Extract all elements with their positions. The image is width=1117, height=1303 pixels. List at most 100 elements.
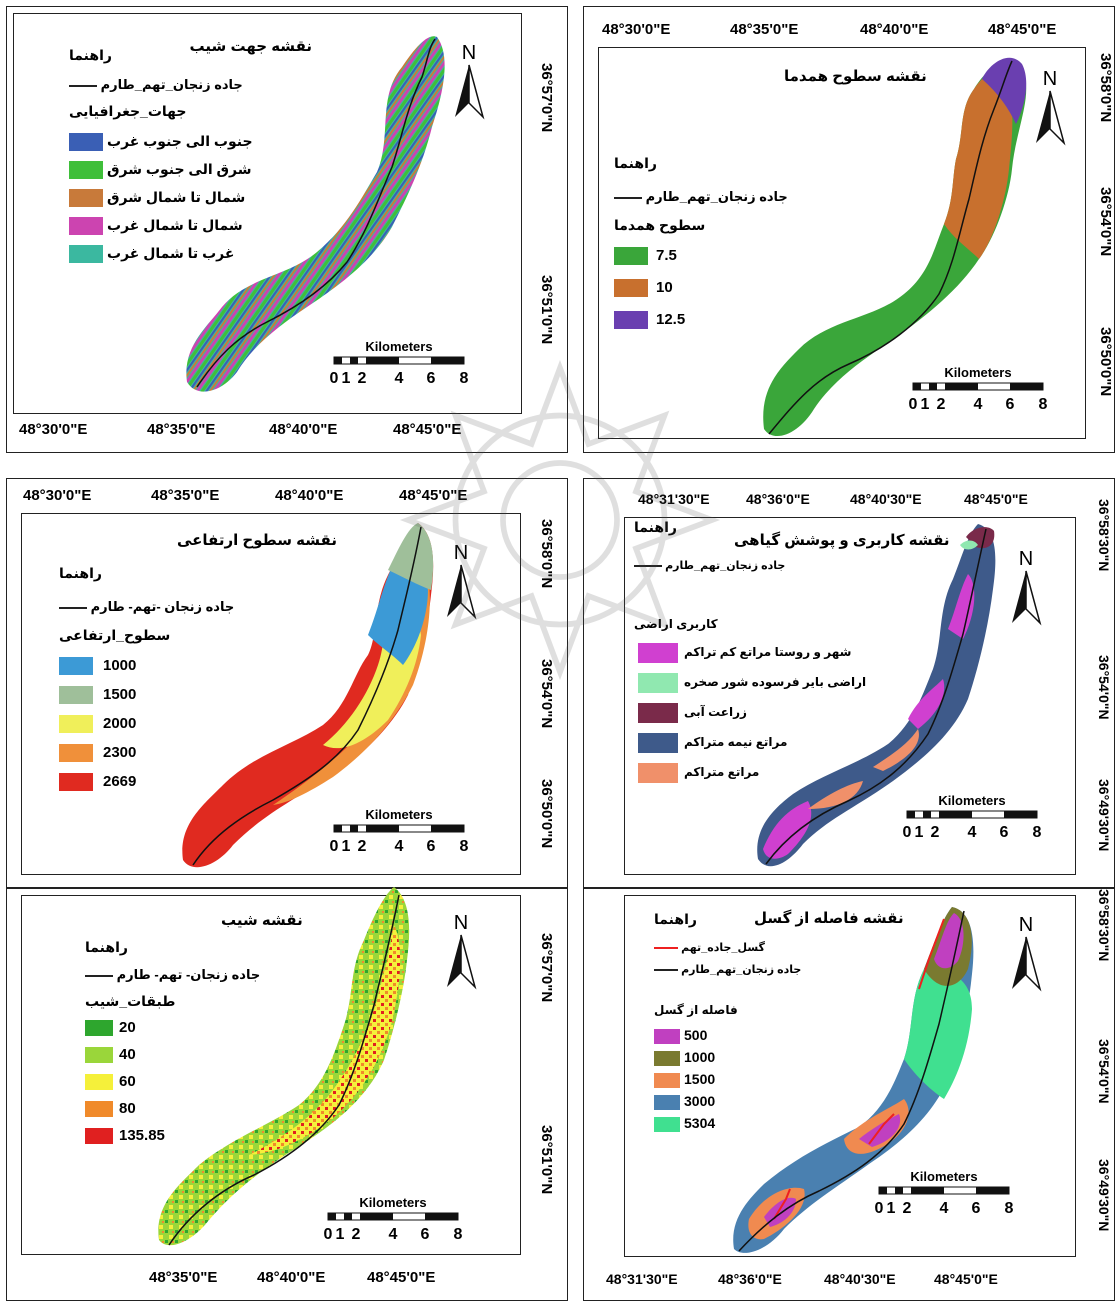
map-title: نقشه شیب [221, 912, 303, 929]
aspect-map-panel: نقشه جهت شیب راهنما جاده زنجان_تهم_طارم … [6, 6, 568, 453]
scale-unit-label: Kilometers [365, 807, 432, 822]
north-arrow-icon: N [1036, 68, 1066, 146]
map-frame [624, 895, 1076, 1257]
north-arrow-label: N [454, 912, 468, 934]
road-line-symbol [69, 84, 97, 87]
legend-label: شمال تا شمال غرب [107, 217, 243, 233]
north-arrow-label: N [1043, 68, 1057, 90]
y-tick-label: 36°57'0"N [538, 63, 555, 133]
scale-tick-label: 8 [454, 1226, 463, 1243]
y-tick-label: 36°54'0"N [1096, 655, 1112, 720]
x-tick-label: 48°35'0"E [149, 1269, 218, 1286]
scale-bar: Kilometers 0 1 2 4 6 8 [875, 1169, 1014, 1217]
study-area-map [733, 907, 974, 1253]
road-legend: جاده زنجان- تهم- طارم [85, 967, 260, 983]
legend-swatch [654, 1095, 680, 1110]
legend-swatch [654, 1029, 680, 1044]
legend-label: 1500 [684, 1071, 716, 1087]
y-tick-label: 36°49'30"N [1096, 779, 1112, 852]
x-tick-label: 48°36'0"E [746, 491, 810, 507]
legend-label: اراضی بایر فرسوده شور صخره [684, 675, 867, 689]
legend-label: 1000 [684, 1049, 716, 1065]
north-arrow-icon: N [1012, 914, 1042, 992]
legend-label: 20 [119, 1019, 136, 1036]
legend-swatch [69, 133, 103, 151]
scale-tick-label: 1 [915, 824, 924, 841]
scale-tick-label: 6 [1006, 396, 1015, 413]
scale-bar: Kilometers 0 1 2 4 6 8 [330, 339, 469, 387]
map-frame [624, 517, 1076, 875]
legend-swatch [614, 279, 648, 297]
slope-map-panel: نقشه شیب راهنما جاده زنجان- تهم- طارم طب… [6, 887, 568, 1301]
road-legend: جاده زنجان_تهم_طارم [614, 189, 788, 205]
scale-tick-label: 1 [921, 396, 930, 413]
legend-swatch [85, 1074, 113, 1090]
road-legend: جاده زنجان -تهم- طارم [59, 599, 234, 615]
y-tick-label: 36°57'0"N [538, 933, 555, 1003]
road-legend-label: جاده زنجان- تهم- طارم [116, 967, 261, 982]
x-tick-label: 48°35'0"E [147, 421, 216, 438]
north-arrow-icon: N [455, 42, 485, 120]
scale-tick-label: 4 [940, 1200, 949, 1217]
scale-tick-label: 8 [1039, 396, 1048, 413]
legend-heading: راهنما [654, 911, 697, 927]
legend-swatch [654, 1051, 680, 1066]
scale-bar: Kilometers 0 1 2 4 6 8 [903, 793, 1042, 841]
legend-swatch [614, 247, 648, 265]
legend-class-heading: کاربری اراضی [634, 617, 718, 631]
map-frame [21, 513, 521, 875]
legend-label: مراتع نیمه متراکم [684, 735, 788, 749]
scale-tick-label: 4 [395, 838, 404, 855]
x-tick-label: 48°45'0"E [964, 491, 1028, 507]
y-tick-label: 36°50'0"N [538, 779, 555, 849]
x-tick-label: 48°30'0"E [19, 421, 88, 438]
legend-heading: راهنما [614, 155, 657, 171]
legend-label: 2000 [103, 715, 137, 732]
legend-swatch [638, 763, 678, 783]
road-line-symbol [85, 974, 113, 977]
y-tick-label: 36°54'0"N [1097, 187, 1114, 257]
road-line-symbol [654, 969, 678, 972]
north-arrow-icon: N [1012, 548, 1042, 626]
road-line-symbol [59, 606, 87, 609]
map-frame [21, 895, 521, 1255]
legend-label: جنوب الی جنوب غرب [107, 133, 253, 149]
road-legend-label: جاده زنجان_تهم_طارم [681, 964, 802, 976]
scale-tick-label: 8 [460, 370, 469, 387]
x-tick-label: 48°40'30"E [850, 491, 922, 507]
legend-swatch [59, 715, 93, 733]
isotherm-map-panel: نقشه سطوح همدما راهنما جاده زنجان_تهم_طا… [583, 6, 1115, 453]
x-tick-label: 48°36'0"E [718, 1271, 782, 1287]
x-tick-label: 48°31'30"E [606, 1271, 678, 1287]
road-line-symbol [634, 565, 662, 568]
scale-tick-label: 1 [342, 838, 351, 855]
north-arrow-label: N [1019, 548, 1033, 570]
scale-tick-label: 6 [972, 1200, 981, 1217]
x-tick-label: 48°35'0"E [151, 487, 220, 504]
legend-swatch [59, 686, 93, 704]
legend-label: 60 [119, 1073, 136, 1090]
legend-swatch [85, 1047, 113, 1063]
y-tick-label: 36°54'0"N [538, 659, 555, 729]
legend-swatch [638, 703, 678, 723]
map-title: نقشه جهت شیب [189, 38, 312, 55]
scale-tick-label: 2 [931, 824, 940, 841]
map-title: نقشه سطوح ارتفاعی [177, 532, 337, 549]
legend-heading: راهنما [85, 939, 128, 955]
map-title: نقشه کاربری و پوشش گیاهی [734, 532, 950, 549]
north-arrow-icon: N [447, 542, 477, 620]
study-area-map [158, 887, 410, 1246]
road-legend-label: جاده زنجان_تهم_طارم [645, 189, 788, 204]
north-arrow-label: N [462, 42, 476, 64]
scale-tick-label: 4 [389, 1226, 398, 1243]
scale-tick-label: 8 [1005, 1200, 1014, 1217]
scale-tick-label: 0 [330, 370, 339, 387]
legend-swatch [638, 673, 678, 693]
y-tick-label: 36°58'0"N [538, 519, 555, 589]
scale-tick-label: 2 [352, 1226, 361, 1243]
legend-swatch [654, 1117, 680, 1132]
legend-class-heading: جهات_جغرافیایی [69, 103, 187, 119]
fault-line-symbol [654, 947, 678, 950]
legend-label: 1000 [103, 657, 137, 674]
north-arrow-label: N [454, 542, 468, 564]
